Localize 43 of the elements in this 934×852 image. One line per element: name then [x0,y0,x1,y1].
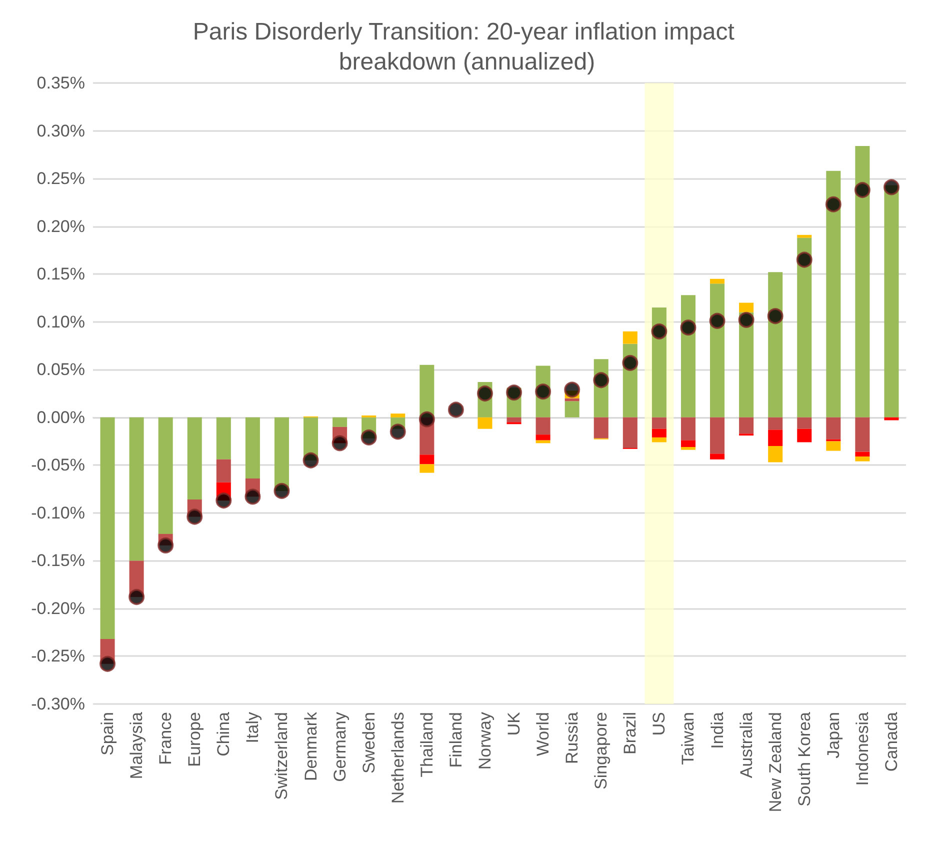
y-tick-label: 0.05% [36,360,85,380]
y-tick-label: 0.30% [36,121,85,140]
x-tick-label: Norway [475,712,494,770]
x-tick-label: Japan [824,712,843,758]
x-tick-label: New Zealand [766,712,785,812]
x-tick-label: Brazil [620,712,640,755]
x-tick-label: Singapore [592,712,611,790]
chart-title: Paris Disorderly Transition: 20-year inflation impact breakdown (annualized) [192,18,742,76]
x-tick-label: South Korea [794,711,814,807]
y-tick-label: 0.20% [36,216,85,236]
x-tick-label: Australia [736,711,756,778]
x-tick-label: Italy [243,712,262,744]
y-tick-label: 0.10% [36,312,85,332]
x-tick-label: France [156,712,176,765]
y-tick-label: -0.10% [31,503,85,522]
x-tick-label: Switzerland [272,712,292,800]
x-tick-label: UK [504,711,524,736]
y-tick-label: -0.30% [31,694,85,714]
y-tick-label: 0.35% [36,74,85,92]
x-tick-label: Denmark [301,712,320,781]
x-tick-label: Indonesia [852,711,872,786]
y-tick-label: -0.20% [31,598,85,618]
x-tick-label: Spain [98,712,118,756]
y-tick-label: 0.25% [36,169,85,188]
y-tick-label: 0.15% [36,264,85,284]
x-tick-label: China [214,711,234,756]
y-tick-label: -0.15% [31,551,85,570]
x-tick-label: Finland [446,712,466,768]
x-tick-label: Russia [562,711,582,764]
x-tick-label: Malaysia [127,711,146,780]
y-tick-label: 0.00% [36,408,85,427]
x-tick-label: Sweden [359,712,378,774]
x-tick-label: Canada [882,711,901,772]
y-tick-label: -0.25% [31,646,85,666]
x-tick-label: India [708,711,727,749]
y-tick-label: -0.05% [31,456,85,475]
x-tick-label: US [650,712,669,736]
x-tick-label: Europe [185,712,204,767]
x-tick-label: Germany [330,712,350,782]
x-tick-label: Thailand [417,712,436,778]
x-tick-label: Taiwan [678,712,698,765]
x-tick-label: World [534,712,553,756]
x-tick-label: Netherlands [388,712,408,804]
